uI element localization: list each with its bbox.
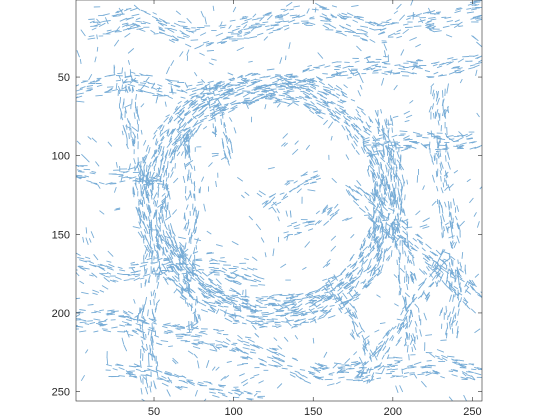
y-tick-label: 150 bbox=[52, 229, 70, 241]
x-tick-label: 150 bbox=[304, 406, 322, 418]
quiver-arrows bbox=[76, 0, 482, 401]
x-tick-label: 250 bbox=[463, 406, 481, 418]
x-tick-label: 200 bbox=[384, 406, 402, 418]
x-tick-label: 100 bbox=[224, 406, 242, 418]
y-tick-label: 250 bbox=[52, 387, 70, 399]
y-tick-label: 50 bbox=[58, 72, 70, 84]
axis-ticks: 50 100 150 200 250 50 100 150 200 250 bbox=[52, 0, 482, 418]
axes-box bbox=[75, 0, 483, 402]
y-tick-label: 200 bbox=[52, 308, 70, 320]
x-tick-label: 50 bbox=[148, 406, 160, 418]
plot-area bbox=[76, 0, 482, 401]
y-tick-label: 100 bbox=[52, 151, 70, 163]
